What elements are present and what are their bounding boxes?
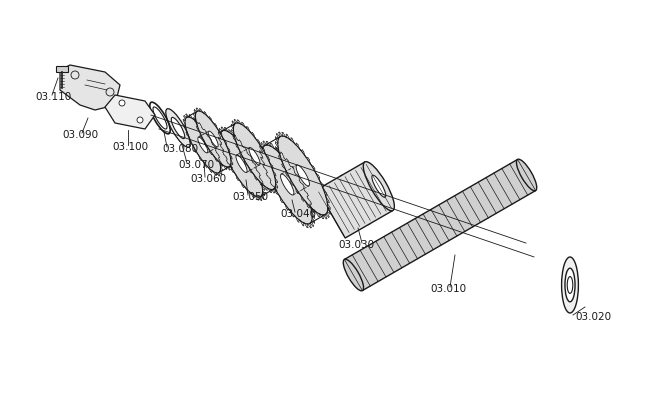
Ellipse shape: [262, 145, 312, 224]
Text: 03.030: 03.030: [338, 240, 374, 250]
Ellipse shape: [343, 259, 363, 291]
Ellipse shape: [372, 175, 386, 197]
Ellipse shape: [185, 117, 221, 173]
Ellipse shape: [565, 268, 575, 302]
Circle shape: [137, 117, 143, 123]
Text: 03.100: 03.100: [112, 142, 148, 152]
Polygon shape: [344, 160, 536, 290]
Ellipse shape: [221, 130, 262, 197]
Text: 03.050: 03.050: [232, 192, 268, 202]
Ellipse shape: [278, 136, 328, 215]
Text: 03.060: 03.060: [190, 174, 226, 184]
Ellipse shape: [171, 117, 185, 139]
Text: 03.090: 03.090: [62, 130, 98, 140]
Text: 03.110: 03.110: [35, 92, 71, 102]
Ellipse shape: [198, 137, 208, 153]
Ellipse shape: [567, 277, 573, 294]
Polygon shape: [60, 65, 120, 110]
Ellipse shape: [348, 189, 362, 211]
Text: 03.020: 03.020: [575, 312, 611, 322]
Circle shape: [119, 100, 125, 106]
Text: 03.070: 03.070: [178, 160, 214, 170]
Text: 03.010: 03.010: [430, 284, 466, 294]
Ellipse shape: [249, 148, 260, 165]
Ellipse shape: [195, 111, 231, 167]
Ellipse shape: [281, 174, 294, 195]
Ellipse shape: [562, 257, 578, 313]
Ellipse shape: [233, 123, 275, 190]
Ellipse shape: [296, 165, 309, 186]
Ellipse shape: [363, 162, 395, 211]
Ellipse shape: [516, 159, 536, 191]
Polygon shape: [105, 95, 155, 129]
Ellipse shape: [208, 131, 218, 147]
Ellipse shape: [339, 176, 370, 224]
Ellipse shape: [166, 109, 190, 147]
Ellipse shape: [236, 155, 247, 172]
Polygon shape: [317, 162, 393, 238]
Text: 03.080: 03.080: [162, 144, 198, 154]
Polygon shape: [56, 66, 68, 72]
Text: 03.040: 03.040: [280, 209, 316, 219]
